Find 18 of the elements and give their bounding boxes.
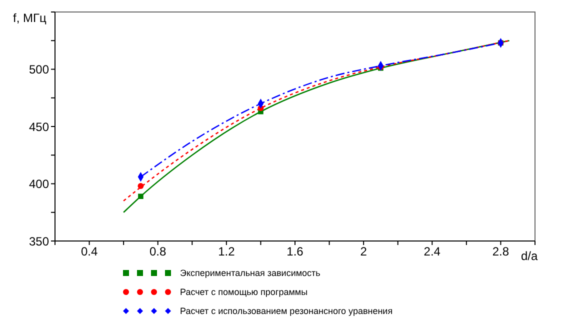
point <box>138 194 144 199</box>
x-tick-label: 2.4 <box>424 244 441 259</box>
legend-label: Экспериментальная зависимость <box>180 268 320 278</box>
legend-label: Расчет с помощью программы <box>180 286 308 296</box>
y-tick-label: 350 <box>28 234 50 248</box>
x-tick-label: 1.6 <box>286 244 304 259</box>
x-tick-label: 2 <box>360 244 368 259</box>
x-tick-label: 0.8 <box>150 244 167 259</box>
y-tick-label: 450 <box>28 120 50 134</box>
y-axis-title: f, МГц <box>13 11 46 25</box>
x-tick-label: 2.8 <box>492 244 510 259</box>
legend-label: Расчет с использованием резонансного уравнения <box>180 306 393 316</box>
x-tick-label: 0.4 <box>80 244 98 259</box>
y-tick-label: 400 <box>28 177 50 192</box>
x-axis-title: d/a <box>521 249 538 263</box>
point <box>138 183 144 190</box>
x-tick-label: 1.2 <box>218 244 236 259</box>
y-tick-label: 500 <box>28 62 50 77</box>
